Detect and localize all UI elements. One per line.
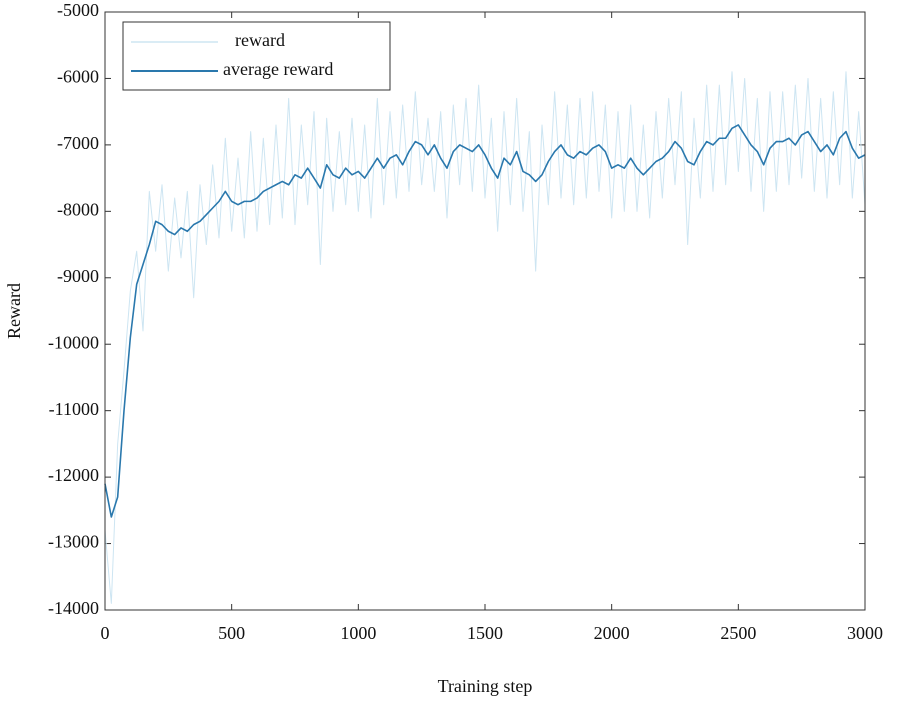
x-tick-label: 0: [101, 623, 110, 643]
legend-label: average reward: [223, 59, 333, 79]
x-tick-label: 500: [218, 623, 245, 643]
x-tick-label: 2000: [594, 623, 630, 643]
series-line: [104, 124, 866, 518]
y-axis-title: Reward: [4, 283, 24, 339]
legend-label: reward: [235, 30, 285, 50]
y-tick-label: -13000: [48, 532, 99, 552]
y-tick-label: -7000: [57, 133, 99, 153]
x-axis-title: Training step: [438, 676, 533, 696]
y-tick-label: -9000: [57, 266, 99, 286]
y-tick-label: -5000: [57, 0, 99, 20]
x-tick-label: 1000: [340, 623, 376, 643]
y-tick-label: -6000: [57, 67, 99, 87]
plot-frame: [104, 11, 866, 611]
x-tick-label: 1500: [467, 623, 503, 643]
y-tick-label: -11000: [49, 399, 99, 419]
x-tick-label: 3000: [847, 623, 883, 643]
y-tick-label: -14000: [48, 598, 99, 618]
series-line: [104, 71, 866, 604]
x-tick-label: 2500: [720, 623, 756, 643]
y-tick-label: -12000: [48, 465, 99, 485]
y-tick-label: -8000: [57, 199, 99, 219]
legend-box: [122, 21, 391, 91]
y-tick-label: -10000: [48, 332, 99, 352]
